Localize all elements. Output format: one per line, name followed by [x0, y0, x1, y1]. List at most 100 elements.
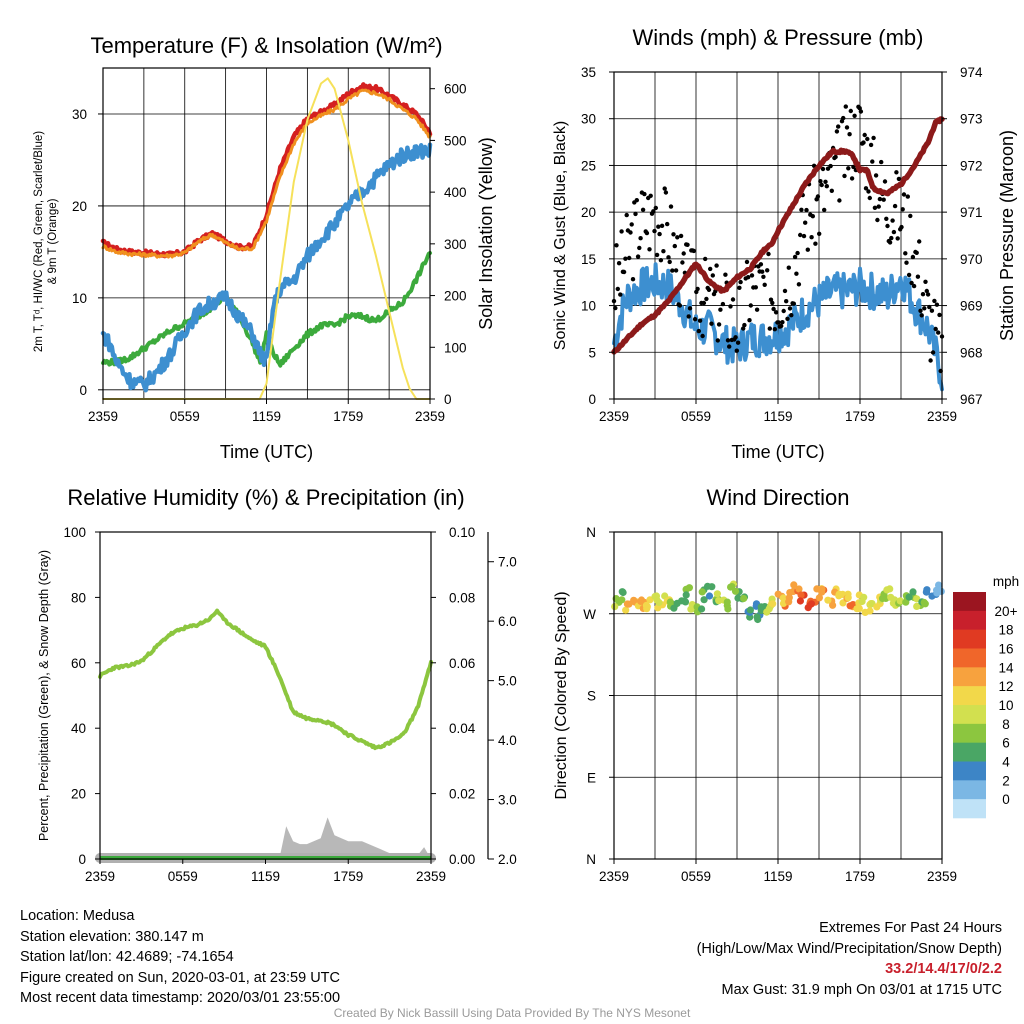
gust-point	[781, 308, 786, 314]
gust-point	[685, 242, 690, 247]
gust-point	[701, 300, 707, 306]
gust-point	[670, 268, 675, 273]
temp-ytick-right-label-4: 400	[444, 185, 467, 200]
gust-point	[910, 254, 916, 260]
direction-point	[878, 594, 887, 603]
temp-ylabel-right: Solar Insolation (Yellow)	[476, 137, 496, 329]
gust-point	[687, 306, 693, 311]
gust-point	[754, 307, 760, 312]
legend-label-0: 20+	[995, 604, 1018, 619]
temp-ytick-label-1: 10	[72, 291, 87, 306]
direction-point	[769, 600, 777, 608]
gust-point	[882, 179, 888, 184]
temp-ytick-right-label-3: 300	[444, 237, 467, 252]
winds-ytick-label-2: 10	[581, 299, 596, 314]
gust-point	[657, 231, 662, 237]
gust-point	[672, 243, 677, 249]
gust-point	[895, 236, 900, 241]
gust-point	[730, 297, 736, 302]
direction-point	[700, 596, 708, 604]
gust-point	[725, 338, 731, 343]
gust-point	[767, 326, 772, 331]
credit-text: Created By Nick Bassill Using Data Provi…	[333, 1006, 691, 1020]
temp-series-yellow	[102, 77, 431, 400]
gust-point	[785, 316, 790, 321]
winds-xlabel: Time (UTC)	[731, 442, 824, 462]
direction-point	[698, 588, 706, 596]
legend-label-2: 16	[998, 642, 1013, 657]
temp-ylabel-line2: & 9m T (Orange)	[47, 198, 59, 284]
gust-point	[668, 204, 674, 209]
legend-swatch-5	[953, 686, 986, 706]
gust-point	[753, 285, 758, 290]
gust-point	[704, 296, 709, 302]
gust-point	[870, 159, 875, 164]
temp-xtick-label-1: 0559	[170, 409, 200, 424]
gust-point	[635, 254, 641, 259]
gust-point	[818, 179, 823, 184]
gust-point	[822, 207, 827, 213]
legend-label-6: 8	[1002, 717, 1010, 732]
rh-xtick-label-3: 1759	[333, 869, 363, 884]
gust-point	[634, 198, 639, 203]
gust-point	[627, 255, 632, 261]
gust-point	[919, 313, 924, 318]
gust-point	[903, 251, 908, 256]
temp-ytick-right-label-1: 100	[444, 340, 467, 355]
gust-point	[742, 322, 747, 328]
gust-point	[829, 188, 834, 193]
direction-point	[921, 600, 929, 608]
gust-point	[901, 192, 907, 197]
rh-chart-title: Relative Humidity (%) & Precipitation (i…	[67, 485, 464, 510]
temp-ytick-right-label-6: 600	[444, 82, 467, 97]
gust-point	[836, 124, 841, 129]
direction-point	[933, 586, 941, 594]
winds-ylabel: Sonic Wind & Gust (Blue, Black)	[552, 121, 569, 350]
direction-point	[731, 587, 740, 595]
gust-point	[720, 301, 726, 307]
gust-point	[929, 308, 935, 313]
gust-point	[776, 320, 781, 325]
direction-point	[905, 593, 913, 601]
gust-point	[796, 282, 802, 287]
direction-point	[723, 598, 731, 606]
gust-point	[624, 212, 629, 218]
created-text: Figure created on Sun, 2020-03-01, at 23…	[20, 969, 340, 986]
gust-point	[642, 191, 647, 197]
gust-point	[917, 239, 922, 244]
gust-point	[648, 193, 653, 198]
dir-ytick-label-1: E	[587, 770, 596, 785]
rh-ylabel: Percent, Precipitation (Green), & Snow D…	[37, 550, 51, 841]
winds-ytick-right-label-5: 972	[960, 158, 983, 173]
temp-ytick-right-label-5: 500	[444, 133, 467, 148]
winds-ytick-right-label-2: 969	[960, 299, 983, 314]
gust-point	[892, 203, 898, 209]
rh-ytick-label-0: 0	[78, 852, 86, 867]
gust-point	[644, 230, 650, 236]
legend-swatch-11	[953, 799, 986, 819]
gust-point	[686, 314, 691, 319]
legend-title: mph	[993, 574, 1019, 589]
snow-ytick-label-3: 5.0	[498, 674, 517, 689]
gust-point	[899, 224, 904, 230]
gust-point	[881, 197, 886, 202]
direction-point	[902, 598, 910, 606]
gust-point	[758, 262, 764, 267]
gust-point	[847, 132, 852, 137]
gust-point	[891, 229, 897, 235]
temp-xtick-label-0: 2359	[88, 409, 118, 424]
rh-xtick-label-1: 0559	[168, 869, 198, 884]
gust-point	[678, 233, 684, 239]
gust-point	[861, 140, 866, 145]
legend-label-7: 6	[1002, 736, 1010, 751]
gust-point	[833, 154, 838, 160]
direction-point	[861, 608, 869, 617]
gust-point	[654, 252, 660, 258]
gust-point	[675, 235, 680, 240]
dir-xtick-label-3: 1759	[845, 869, 875, 884]
gust-point	[924, 288, 929, 294]
dir-ytick-label-4: N	[586, 525, 596, 540]
rh-ytick-label-4: 80	[71, 590, 86, 605]
gust-point	[877, 196, 883, 202]
rh-ytick-right-label-5: 0.10	[449, 525, 475, 540]
